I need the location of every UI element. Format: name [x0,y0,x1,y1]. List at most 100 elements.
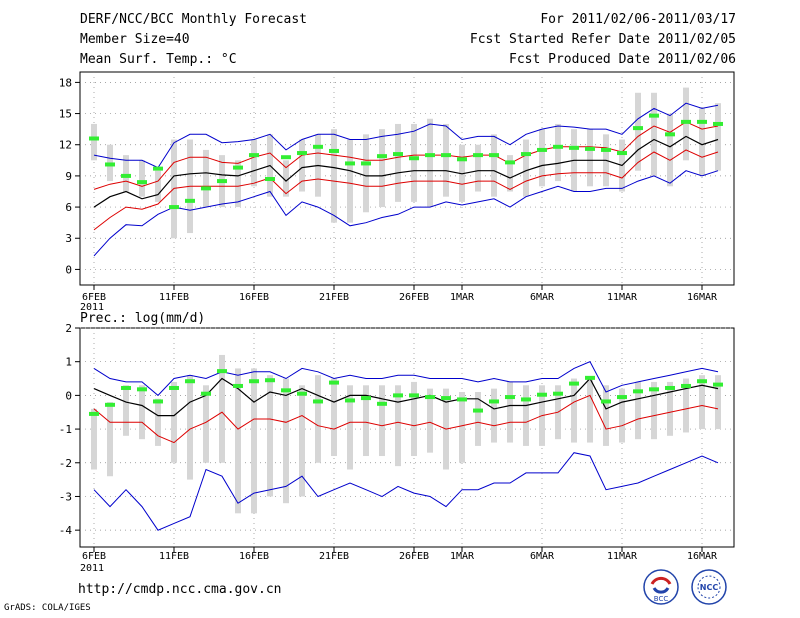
year-label: 2011 [80,302,104,313]
observation-marker [121,385,131,390]
x-tick-label: 16FEB [239,292,269,303]
observation-marker [105,162,115,167]
observation-marker [681,383,691,388]
series-line-p-low [93,394,719,444]
x-tick-label: 21FEB [319,551,349,562]
x-tick-label: 26FEB [399,551,429,562]
observation-marker [361,161,371,166]
observation-marker [665,132,675,137]
chart-panel-1: 0 3 6 9 12 15 18 6FEB 11FEB 16FEB 21FEB 26FEB 1MAR 6M… [59,71,735,313]
spread-bar [347,385,353,470]
x-tick-label: 11MAR [607,292,638,303]
observation-marker [713,121,723,126]
observation-marker [633,126,643,131]
spread-bar [427,388,433,453]
spread-bar [395,123,401,202]
y-tick-label: 6 [65,201,72,214]
observation-marker [553,144,563,149]
x-tick-label: 1MAR [450,551,475,562]
observation-marker [617,395,627,400]
observation-marker [697,379,707,384]
y-tick-label: 18 [59,76,72,89]
observation-marker [489,399,499,404]
observation-marker [281,155,291,160]
spread-bar [411,381,417,457]
observation-marker [361,396,371,401]
spread-bar [363,134,369,213]
observation-marker [329,148,339,153]
observation-marker [457,157,467,162]
spread-bar [203,385,209,463]
header-right: For 2011/02/06-2011/03/17 Fcst Started Re… [470,10,736,70]
spread-bar [283,160,289,197]
footer-url[interactable]: http://cmdp.ncc.cma.gov.cn [78,582,282,597]
spread-bar [123,385,129,436]
observation-marker [217,179,227,184]
observation-marker [665,385,675,390]
spread-bar [475,144,481,192]
spread-bar [555,123,561,182]
x-tick-label: 6MAR [530,292,555,303]
observation-marker [553,391,563,396]
series-line-ensemble-mean [93,135,719,208]
series-line-p-low [93,149,719,231]
observation-marker [713,382,723,387]
observation-marker [185,198,195,203]
observation-marker [425,395,435,400]
y-tick-label: 2 [65,322,72,335]
spread-bar [283,378,289,504]
observation-marker [649,113,659,118]
x-tick-label: 11FEB [159,292,189,303]
observation-marker [153,399,163,404]
observation-marker [377,154,387,159]
spread-bar [491,134,497,197]
spread-bar [683,87,689,161]
x-tick-label: 6FEB [82,292,106,303]
x-tick-label: 6MAR [530,551,555,562]
observation-marker [681,119,691,124]
spread-bar [459,392,465,463]
spread-bar [507,155,513,192]
observation-marker [601,147,611,152]
spread-bar [235,160,241,208]
variable-label: Mean Surf. Temp.: °C [80,52,237,67]
spread-bar [395,385,401,467]
series-line-upper [93,102,719,169]
y-tick-label: 15 [59,108,72,121]
spread-bar [315,375,321,463]
observation-marker [297,391,307,396]
observation-marker [505,160,515,165]
observation-marker [169,205,179,210]
plot-frame [79,71,735,286]
observation-marker [521,152,531,157]
x-tick-label: 16FEB [239,551,269,562]
spread-bar [635,92,641,171]
observation-marker [313,399,323,404]
spread-bar [171,381,177,463]
spread-bar [347,139,353,223]
bcc-logo-icon: BCC [643,569,679,605]
y-tick-label: -2 [59,457,72,470]
observation-marker [281,388,291,393]
spread-bar [619,388,625,443]
spread-bar [571,378,577,443]
spread-bar [443,123,449,197]
observation-marker [329,380,339,385]
spread-bar [715,103,721,171]
observation-marker [585,146,595,151]
observation-marker [297,151,307,156]
observation-marker [185,379,195,384]
chart-title: DERF/NCC/BCC Monthly Forecast [80,12,307,27]
x-tick-label: 11FEB [159,551,189,562]
observation-marker [633,389,643,394]
observation-marker [201,391,211,396]
spread-bar [411,123,417,202]
spread-bar [683,378,689,433]
spread-bar [491,388,497,443]
spread-bar [587,378,593,443]
spread-bar [379,129,385,208]
y-tick-label: 3 [65,232,72,245]
observation-marker [473,408,483,413]
forecast-period: For 2011/02/06-2011/03/17 [540,12,736,27]
plot-frame [79,327,735,548]
